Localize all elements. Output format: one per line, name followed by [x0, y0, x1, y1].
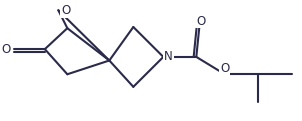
- Text: O: O: [2, 43, 11, 56]
- Text: N: N: [164, 50, 173, 63]
- Text: O: O: [61, 4, 70, 17]
- Text: O: O: [196, 15, 205, 28]
- Text: O: O: [220, 62, 230, 75]
